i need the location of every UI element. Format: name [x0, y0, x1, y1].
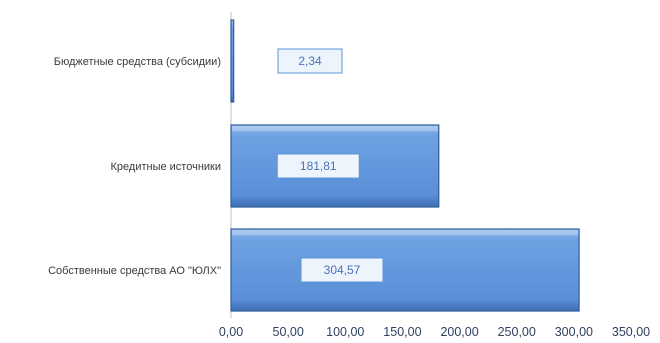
category-label-2: Кредитные источники	[111, 161, 222, 173]
category-labels-group: Бюджетные средства (субсидии) Кредитные и…	[48, 56, 221, 277]
data-labels-group: 2,34 181,81 304,57	[276, 48, 384, 283]
x-tick-label-7: 300,00	[555, 325, 593, 339]
bar-2-highlight	[232, 126, 438, 131]
x-tick-label-6: 250,00	[498, 325, 536, 339]
bar-3-highlight	[232, 230, 579, 235]
x-tick-label-3: 100,00	[326, 325, 364, 339]
bar-3	[230, 228, 580, 312]
data-label-box-1	[277, 48, 343, 74]
data-label-3: 304,57	[324, 263, 361, 277]
x-tick-label-1: 0,00	[219, 325, 243, 339]
data-label-1: 2,34	[298, 54, 322, 68]
x-axis-ticks-group: 0,00 50,00 100,00 150,00 200,00 250,00 300,00 3…	[219, 325, 650, 339]
category-label-3: Собственные средства АО "ЮЛХ"	[48, 265, 221, 277]
bars-group	[230, 19, 580, 312]
category-label-1: Бюджетные средства (субсидии)	[54, 56, 221, 68]
data-label-2: 181,81	[300, 159, 337, 173]
x-tick-label-4: 150,00	[383, 325, 421, 339]
x-tick-label-5: 200,00	[440, 325, 478, 339]
x-tick-label-8: 350,00	[612, 325, 650, 339]
data-label-box-3	[300, 257, 384, 283]
x-tick-label-2: 50,00	[273, 325, 304, 339]
bar-1	[230, 19, 235, 103]
data-label-box-2	[276, 153, 360, 179]
